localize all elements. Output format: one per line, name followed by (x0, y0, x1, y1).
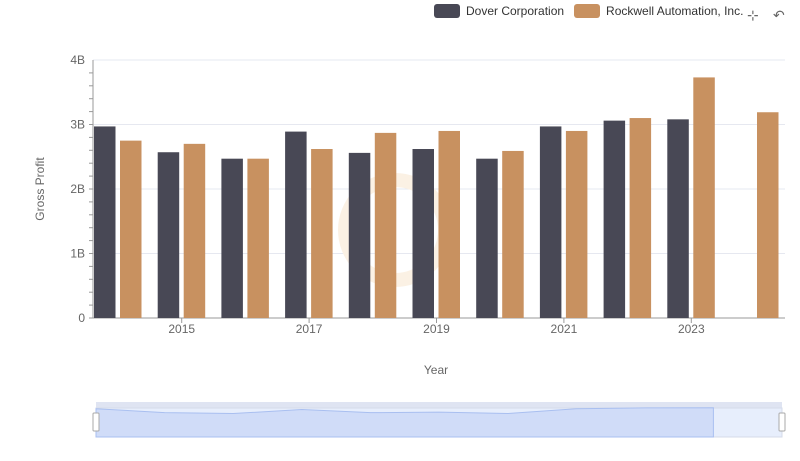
bar-dover-2016 (221, 158, 243, 318)
legend-label: Dover Corporation (466, 4, 565, 18)
bar-rockwell-2018 (374, 132, 397, 318)
x-tick-label: 2017 (296, 322, 323, 336)
x-tick-label: 2019 (423, 322, 450, 336)
bar-dover-2021 (539, 126, 562, 318)
bar-dover-2014 (94, 126, 116, 318)
bar-dover-2020 (476, 158, 498, 318)
bar-rockwell-2022 (629, 118, 652, 318)
bar-rockwell-2020 (502, 150, 524, 318)
bar-rockwell-2017 (311, 149, 333, 318)
legend-swatch (574, 4, 601, 18)
bar-dover-2023 (667, 119, 689, 318)
bar-rockwell-2014 (120, 140, 142, 318)
x-axis-title: Year (424, 363, 448, 377)
y-tick-label: 0 (78, 311, 85, 325)
legend: Dover Corporation Rockwell Automation, I… (434, 4, 753, 18)
x-tick-label: 2021 (551, 322, 578, 336)
slider-handle-bar (96, 402, 782, 408)
y-tick-label: 2B (70, 182, 85, 196)
bar-dover-2017 (285, 131, 307, 318)
bar-rockwell-2023 (693, 77, 715, 318)
bar-dover-2018 (348, 152, 371, 318)
zoom-reset-icon[interactable]: ↶ (773, 7, 785, 23)
bar-dover-2019 (412, 149, 434, 318)
bar-rockwell-2015 (183, 143, 206, 318)
x-tick-label: 2023 (678, 322, 705, 336)
y-tick-label: 1B (70, 247, 85, 261)
bar-rockwell-2021 (565, 130, 588, 318)
bar-rockwell-2019 (438, 130, 460, 318)
bar-rockwell-2016 (247, 158, 269, 318)
slider-right-handle[interactable] (778, 412, 786, 432)
bar-dover-2022 (603, 120, 626, 318)
y-axis-title: Gross Profit (33, 157, 47, 221)
legend-item-rockwell[interactable]: Rockwell Automation, Inc. (574, 4, 743, 18)
y-tick-label: 4B (70, 53, 85, 67)
x-tick-label: 2015 (168, 322, 195, 336)
bar-dover-2015 (157, 152, 180, 318)
y-tick-label: 3B (70, 118, 85, 132)
bar-rockwell-2024 (757, 112, 779, 319)
slider-preview-area (95, 407, 714, 438)
legend-item-dover[interactable]: Dover Corporation (434, 4, 564, 18)
zoom-select-icon[interactable]: ⊹ (747, 7, 759, 23)
slider-left-handle[interactable] (92, 412, 100, 432)
legend-label: Rockwell Automation, Inc. (606, 4, 744, 18)
legend-swatch (434, 4, 460, 18)
